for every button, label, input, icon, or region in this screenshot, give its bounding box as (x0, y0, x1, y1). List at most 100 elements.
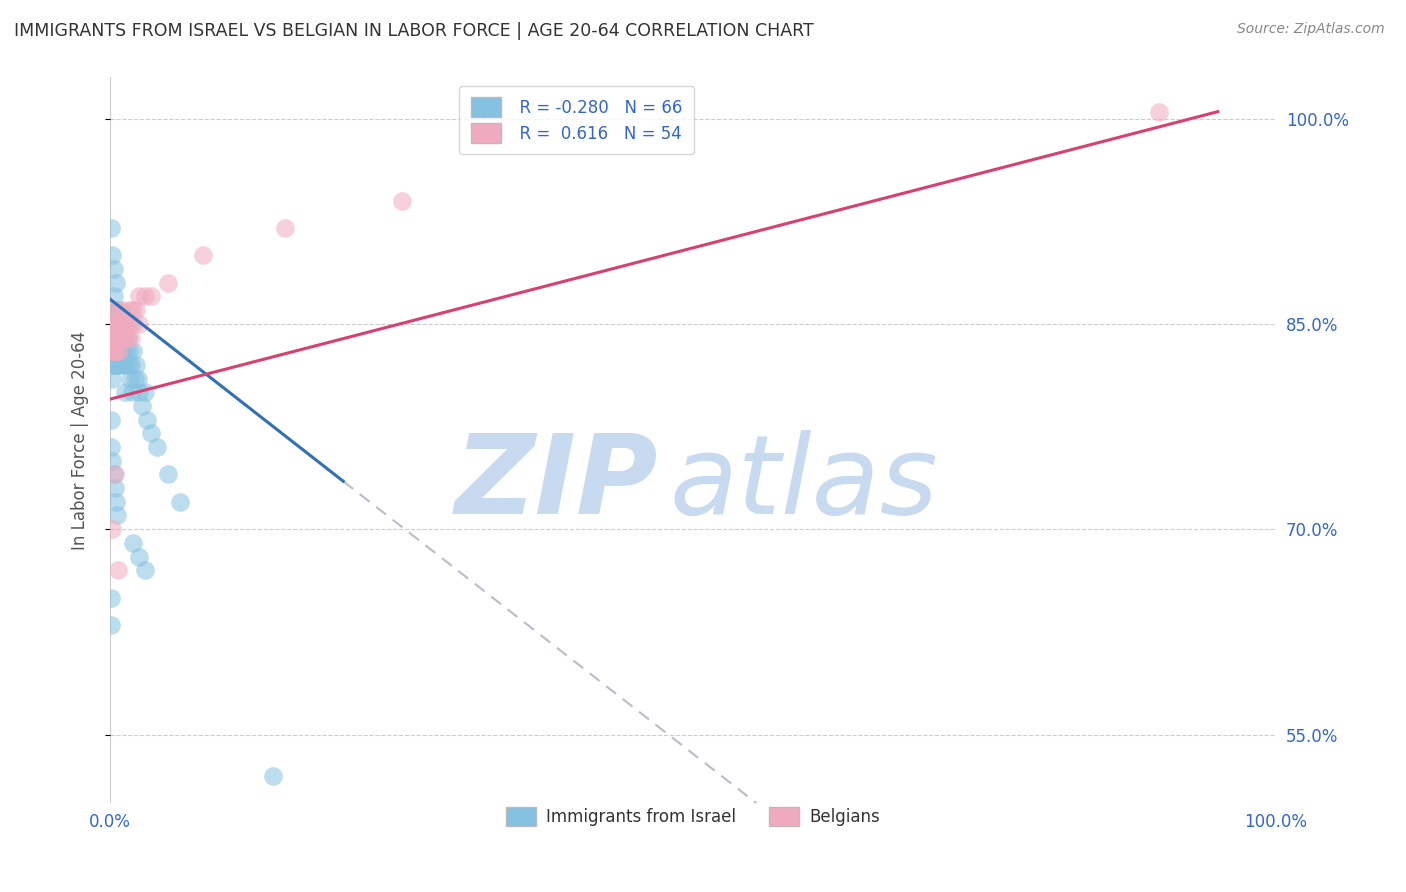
Point (100, 344, 122, 359)
Point (100, 344, 122, 359)
Point (115, 344, 138, 359)
Point (104, 317, 127, 331)
Point (105, 344, 128, 359)
Point (107, 330, 129, 344)
Point (104, 467, 127, 482)
Point (108, 330, 131, 344)
Point (127, 371, 149, 385)
Point (193, 248, 215, 262)
Point (101, 522, 124, 536)
Point (120, 358, 142, 372)
Point (105, 358, 128, 372)
Point (103, 330, 125, 344)
Point (169, 495, 191, 509)
Point (112, 317, 135, 331)
Point (134, 289, 156, 303)
Point (108, 317, 131, 331)
Point (139, 426, 162, 441)
Text: IMMIGRANTS FROM ISRAEL VS BELGIAN IN LABOR FORCE | AGE 20-64 CORRELATION CHART: IMMIGRANTS FROM ISRAEL VS BELGIAN IN LAB… (14, 22, 814, 40)
Point (114, 358, 136, 372)
Point (157, 467, 180, 482)
Point (100, 412, 122, 426)
Point (145, 440, 167, 454)
Point (101, 248, 124, 262)
Point (134, 563, 156, 577)
Point (103, 344, 125, 359)
Point (110, 358, 132, 372)
Point (111, 344, 134, 359)
Y-axis label: In Labor Force | Age 20-64: In Labor Force | Age 20-64 (72, 331, 89, 549)
Point (128, 289, 150, 303)
Point (100, 317, 122, 331)
Point (103, 289, 125, 303)
Point (122, 317, 145, 331)
Point (118, 317, 141, 331)
Point (134, 385, 156, 400)
Text: Source: ZipAtlas.com: Source: ZipAtlas.com (1237, 22, 1385, 37)
Point (1149, 104, 1171, 119)
Point (104, 276, 127, 290)
Point (110, 330, 132, 344)
Point (108, 344, 131, 359)
Point (100, 330, 122, 344)
Point (124, 371, 146, 385)
Point (104, 344, 127, 359)
Point (128, 385, 150, 400)
Point (103, 467, 125, 482)
Point (104, 330, 127, 344)
Point (103, 330, 125, 344)
Point (105, 508, 128, 523)
Point (100, 317, 122, 331)
Point (101, 371, 124, 385)
Point (107, 563, 129, 577)
Point (128, 549, 150, 564)
Point (104, 330, 127, 344)
Point (101, 330, 124, 344)
Point (157, 276, 180, 290)
Point (112, 330, 135, 344)
Point (101, 303, 124, 318)
Point (104, 303, 127, 318)
Point (122, 303, 145, 318)
Point (118, 303, 141, 318)
Point (101, 330, 124, 344)
Point (100, 330, 122, 344)
Point (100, 618, 122, 632)
Point (104, 481, 127, 495)
Point (107, 317, 129, 331)
Point (120, 330, 142, 344)
Point (111, 344, 134, 359)
Point (110, 317, 132, 331)
Point (111, 317, 134, 331)
Point (107, 358, 129, 372)
Text: atlas: atlas (669, 430, 938, 537)
Point (100, 344, 122, 359)
Point (136, 412, 159, 426)
Point (105, 317, 128, 331)
Point (117, 317, 139, 331)
Point (108, 344, 131, 359)
Point (118, 344, 141, 359)
Point (117, 358, 139, 372)
Point (111, 330, 134, 344)
Point (103, 344, 125, 359)
Point (104, 330, 127, 344)
Point (121, 385, 143, 400)
Point (101, 358, 124, 372)
Point (262, 768, 284, 782)
Point (104, 330, 127, 344)
Point (139, 289, 162, 303)
Point (118, 371, 141, 385)
Point (105, 317, 128, 331)
Point (125, 358, 148, 372)
Point (103, 317, 125, 331)
Point (104, 358, 127, 372)
Point (125, 303, 148, 318)
Point (103, 262, 125, 277)
Point (108, 317, 131, 331)
Point (100, 440, 122, 454)
Point (114, 330, 136, 344)
Point (122, 536, 145, 550)
Point (274, 221, 297, 235)
Point (105, 330, 128, 344)
